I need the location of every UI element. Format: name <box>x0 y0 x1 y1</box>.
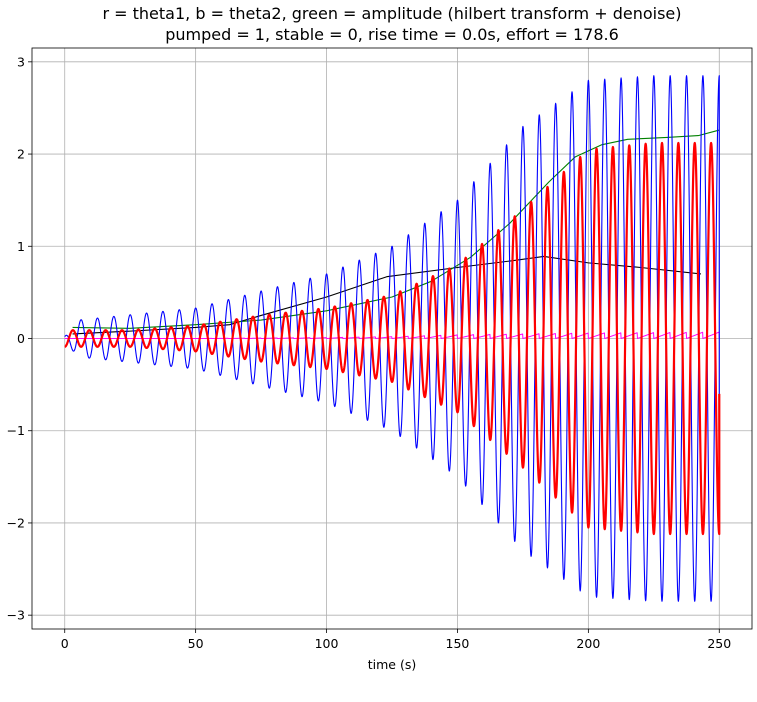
plot-area <box>63 75 721 602</box>
x-tick-label: 250 <box>707 636 731 651</box>
x-axis-label: time (s) <box>368 657 416 672</box>
chart-subtitle: pumped = 1, stable = 0, rise time = 0.0s… <box>165 25 619 44</box>
x-tick-label: 200 <box>576 636 600 651</box>
y-axis: −3 −2 −1 0 1 2 3 <box>7 54 32 623</box>
y-tick-label: 1 <box>17 239 25 254</box>
y-tick-label: 3 <box>17 54 25 69</box>
series-line <box>64 75 720 602</box>
y-tick-label: −3 <box>7 608 25 623</box>
y-tick-label: −1 <box>7 423 25 438</box>
series-line <box>64 331 720 339</box>
y-tick-label: 0 <box>17 331 25 346</box>
x-tick-label: 100 <box>315 636 339 651</box>
x-tick-label: 50 <box>188 636 204 651</box>
y-tick-label: −2 <box>7 515 25 530</box>
series-line <box>72 255 702 335</box>
series-line <box>72 129 720 329</box>
x-tick-label: 150 <box>446 636 470 651</box>
x-tick-label: 0 <box>61 636 69 651</box>
x-axis: 0 50 100 150 200 250 <box>61 629 731 651</box>
chart-title: r = theta1, b = theta2, green = amplitud… <box>102 4 681 23</box>
series-line <box>63 141 721 536</box>
y-tick-label: 2 <box>17 147 25 162</box>
